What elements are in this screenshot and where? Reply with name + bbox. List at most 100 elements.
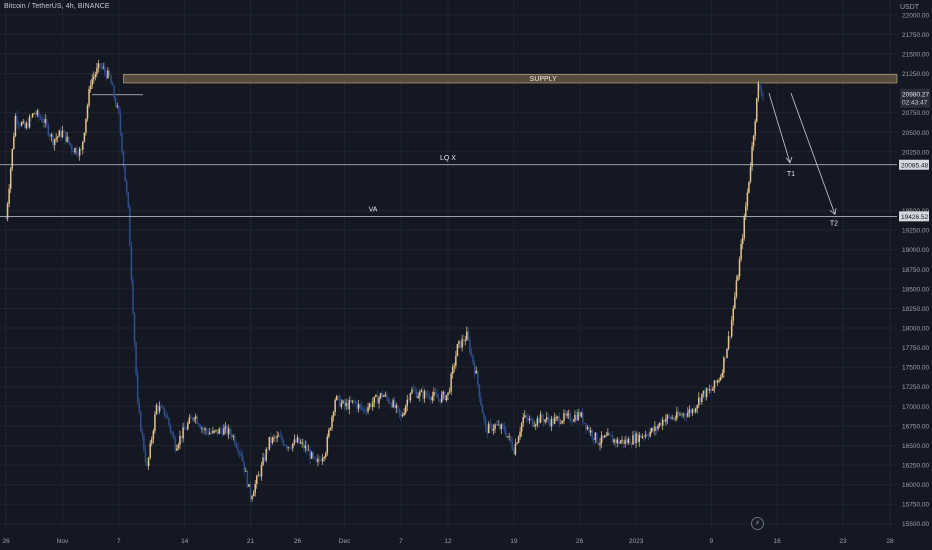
candle-body bbox=[414, 390, 416, 392]
candle-body bbox=[698, 397, 700, 406]
candle-body bbox=[348, 399, 351, 410]
candle-body bbox=[669, 416, 672, 419]
candle-body bbox=[375, 394, 377, 397]
candle-body bbox=[61, 130, 64, 138]
candle-body bbox=[151, 439, 153, 444]
candle-body bbox=[53, 139, 56, 146]
candle-body bbox=[661, 419, 664, 426]
candle-body bbox=[611, 436, 614, 443]
candle-body bbox=[745, 206, 747, 217]
candle-body bbox=[372, 402, 374, 408]
y-tick-label: 20750.00 bbox=[902, 110, 929, 117]
candle-body bbox=[643, 436, 645, 438]
candle-body bbox=[216, 429, 219, 434]
candle-body bbox=[571, 421, 573, 423]
candle-body bbox=[415, 391, 418, 399]
candle-body bbox=[71, 145, 73, 151]
candle-body bbox=[749, 166, 752, 182]
candle-body bbox=[334, 399, 336, 413]
candle-body bbox=[345, 402, 347, 407]
candle-body bbox=[368, 403, 371, 408]
candle-body bbox=[531, 418, 534, 427]
candle-body bbox=[481, 405, 484, 414]
candle-body bbox=[113, 85, 115, 99]
candle-body bbox=[403, 412, 405, 416]
candle-body bbox=[365, 411, 368, 412]
candle-body bbox=[99, 63, 101, 67]
candle-body bbox=[271, 437, 274, 443]
candle-body bbox=[754, 121, 756, 136]
candle-body bbox=[558, 416, 561, 424]
candle-body bbox=[94, 74, 97, 77]
candle-body bbox=[268, 436, 271, 450]
candle-body bbox=[251, 496, 253, 500]
flash-icon[interactable]: ⚡ bbox=[751, 517, 764, 530]
candle-body bbox=[370, 403, 372, 408]
candle-body bbox=[367, 407, 369, 412]
candle-body bbox=[373, 396, 376, 403]
candle-body bbox=[599, 443, 601, 446]
candle-body bbox=[88, 89, 90, 106]
candle-body bbox=[520, 423, 523, 432]
candle-body bbox=[130, 246, 133, 280]
last-price-tag bbox=[900, 88, 930, 108]
y-tick-label: 18000.00 bbox=[902, 326, 929, 333]
candle-body bbox=[237, 447, 239, 452]
candle-body bbox=[674, 418, 677, 420]
candle-body bbox=[641, 436, 644, 438]
x-tick-label: Dec bbox=[339, 538, 351, 545]
candle-body bbox=[229, 428, 231, 434]
candle-body bbox=[174, 438, 177, 451]
candle-body bbox=[726, 348, 728, 358]
va-price-tag bbox=[899, 211, 929, 222]
candle-body bbox=[530, 418, 532, 420]
candle-body bbox=[621, 439, 623, 442]
candle-body bbox=[406, 399, 408, 406]
candle-body bbox=[136, 373, 139, 403]
candle-body bbox=[480, 397, 482, 406]
candle-body bbox=[428, 395, 430, 399]
candle-body bbox=[654, 426, 656, 432]
candle-body bbox=[293, 439, 296, 444]
candle-body bbox=[312, 452, 314, 457]
candle-body bbox=[89, 85, 92, 90]
candle-body bbox=[525, 415, 528, 418]
candle-body bbox=[38, 110, 40, 117]
candle-body bbox=[273, 437, 275, 439]
candle-body bbox=[542, 418, 545, 422]
candle-body bbox=[694, 408, 697, 412]
candle-body bbox=[212, 430, 214, 434]
candle-body bbox=[382, 395, 385, 397]
candle-body bbox=[103, 67, 106, 73]
candle-body bbox=[580, 412, 582, 417]
candle-body bbox=[282, 440, 285, 446]
candle-body bbox=[440, 394, 443, 403]
candle-body bbox=[359, 404, 361, 406]
candle-body bbox=[298, 437, 300, 444]
candle-body bbox=[146, 461, 148, 466]
candle-body bbox=[723, 357, 725, 373]
candle-body bbox=[204, 428, 206, 431]
candle-body bbox=[640, 434, 642, 438]
candle-body bbox=[495, 424, 498, 426]
candle-body bbox=[270, 436, 272, 443]
candle-body bbox=[263, 457, 266, 461]
candle-body bbox=[445, 395, 448, 401]
candle-body bbox=[426, 394, 429, 396]
x-tick-label: 23 bbox=[839, 538, 847, 545]
candle-body bbox=[434, 392, 437, 395]
candle-body bbox=[746, 192, 749, 207]
candle-body bbox=[705, 388, 708, 398]
candle-body bbox=[741, 237, 744, 245]
candle-body bbox=[538, 418, 540, 424]
candle-body bbox=[710, 389, 713, 391]
candle-body bbox=[230, 433, 233, 438]
candle-body bbox=[248, 484, 250, 487]
candle-body bbox=[205, 428, 208, 432]
chart-title: Bitcoin / TetherUS, 4h, BINANCE bbox=[4, 3, 110, 10]
candle-body bbox=[608, 432, 611, 435]
candle-body bbox=[86, 105, 89, 119]
candle-body bbox=[22, 121, 24, 123]
candle-body bbox=[83, 132, 86, 142]
